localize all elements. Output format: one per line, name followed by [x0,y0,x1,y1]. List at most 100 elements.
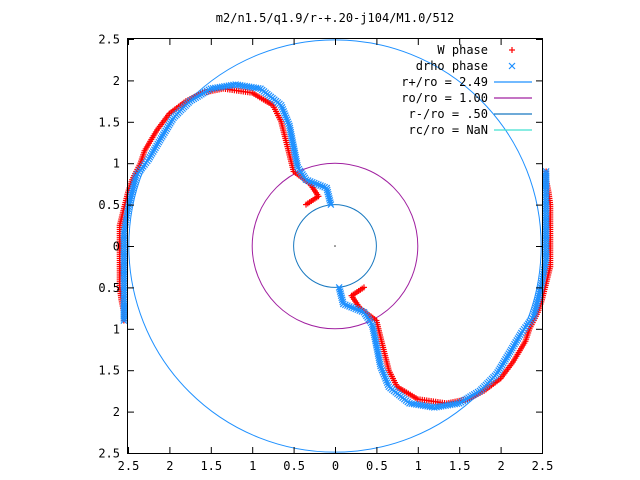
ytick-label-8: 1.5 [98,115,120,129]
point-s1-a1-14-0 [530,312,538,320]
point-s1-a0-1-3 [317,182,324,189]
point-s1-a1-14-2 [531,308,539,316]
ytick-label-6: 0.5 [98,198,120,212]
point-s1-a1-14-5 [532,302,540,310]
point-s1-a0-1-5 [312,180,320,188]
legend-label-1: drho phase [416,59,488,73]
ytick-label-3: 1 [113,322,120,336]
point-s1-a0-0-6 [324,188,332,196]
point-s1-a0-14-7 [129,186,137,194]
xtick-label-7: 1 [415,459,422,473]
xtick-label-9: 2 [497,459,504,473]
xtick-label-0: 2.5 [118,459,140,473]
chart-title: m2/n1.5/q1.9/r-+.20-j104/M1.0/512 [216,11,454,25]
point-s1-a1-0-2 [336,288,344,295]
point-s1-a0-15-3 [127,194,135,202]
point-s1-a1-0-1 [336,286,344,293]
circle-1 [251,162,419,330]
data-markers [116,81,554,411]
point-s1-a0-14-3 [131,178,139,186]
point-s1-a1-1-2 [343,302,351,310]
point-s1-a1-4-9 [376,360,384,368]
point-s1-a0-5-5 [281,112,289,120]
point-s1-a1-5-1 [377,364,385,372]
point-s1-a0-5-3 [283,116,291,124]
point-s1-a0-15-1 [128,190,136,198]
point-s1-a0-1-7 [308,178,316,186]
axis-ticks: 2.5 2 1.5 1 0.5 0 0.5 1 1.5 2 2.52.521.510.500.511… [98,33,553,474]
point-s1-a1-15-1 [534,294,542,302]
ytick-label-9: 2 [113,74,120,88]
point-s1-a1-15-3 [535,290,543,298]
point-s1-a1-0-0 [335,283,343,291]
point-s1-a0-5-8 [279,105,287,113]
point-s1-a1-0-6 [338,296,346,304]
xtick-label-10: 2.5 [532,459,554,473]
ytick-label-10: 2.5 [98,33,120,47]
point-s1-a0-1-6 [310,179,318,187]
point-s1-a0-0-4 [325,192,333,200]
point-s1-a0-15-2 [127,192,135,200]
point-s1-a1-5-7 [382,377,390,384]
point-s1-a1-5-3 [379,368,387,376]
point-s1-a0-5-0 [286,122,293,130]
point-s1-a0-5-4 [282,114,290,122]
point-s1-a0-0-5 [324,190,332,198]
point-s1-a1-0-4 [337,292,345,300]
point-s1-a1-end [542,168,550,175]
point-s1-a1-14-3 [531,306,539,314]
xtick-label-1: 2 [166,459,173,473]
point-s1-a0-0-1 [326,199,334,206]
point-s1-a1-5-5 [381,372,389,380]
point-s1-a0-15-4 [126,197,134,204]
point-s1-a1-15-0 [534,296,542,304]
ytick-label-2: 1.5 [98,364,120,378]
point-s1-a0-8-10 [209,84,217,92]
point-s1-a1-20-7 [542,170,550,177]
point-s1-a0-20-7 [120,315,128,322]
legend-swatch-0 [509,47,515,53]
ytick-label-0: 2.5 [98,447,120,461]
point-s1-a1-15-2 [535,292,543,300]
point-s1-a1-5-8 [383,379,391,387]
point-s1-a1-1-4 [348,303,355,311]
legend: W phase drho phase r+/ro = 2.49 ro/ro = 1.0… [401,43,532,137]
xtick-label-6: 0.5 [366,459,388,473]
point-s1-a0-0-2 [326,197,334,204]
legend-label-3: ro/ro = 1.00 [401,91,488,105]
point-s1-a0-1-4 [315,181,322,189]
point-s1-a0-1-2 [319,182,327,190]
xtick-label-8: 1.5 [449,459,471,473]
point-s1-a0-4-9 [286,124,294,132]
point-s1-a1-14-4 [532,304,540,312]
point-s1-a0-5-1 [285,120,293,128]
legend-label-5: rc/ro = NaN [409,123,488,137]
point-s1-a0-5-2 [284,118,292,126]
point-s1-a1-8-10 [453,400,461,408]
point-s1-a0-14-1 [132,174,140,182]
point-s1-a1-14-6 [533,300,541,308]
point-s1-a1-1-5 [350,304,358,312]
point-s1-a1-0-3 [337,290,345,298]
point-s1-a1-5-2 [378,366,386,374]
legend-label-0: W phase [437,43,488,57]
point-s1-a0-15-0 [128,188,136,196]
point-s1-a1-1-8 [356,307,364,315]
point-s1-a1-1-0 [339,300,347,308]
point-s1-a0-14-2 [131,176,139,184]
point-s1-a0-5-7 [280,108,288,115]
center-dot [334,245,336,247]
legend-swatch-1 [508,62,516,70]
xtick-label-3: 1 [249,459,256,473]
point-s1-a0-1-1 [321,183,329,191]
point-s1-a1-1-6 [352,305,360,313]
ytick-label-5: 0 [113,240,120,254]
point-s1-a1-1-3 [346,303,353,310]
ytick-label-1: 2 [113,405,120,419]
point-s1-a1-14-7 [533,298,541,306]
ytick-label-4: 0.5 [98,281,120,295]
point-s1-a1-5-6 [382,375,389,382]
point-s1-a0-0-0 [327,201,335,209]
ytick-label-7: 1 [113,157,120,171]
